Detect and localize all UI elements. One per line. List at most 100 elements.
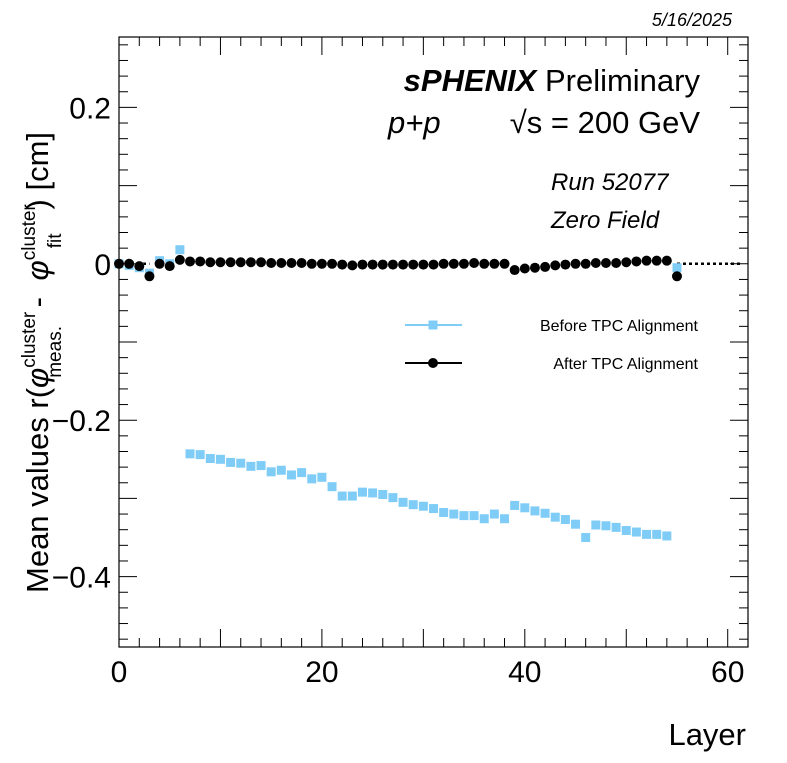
before-point [246, 461, 256, 471]
field-label: Zero Field [550, 207, 660, 234]
before-point [226, 457, 236, 467]
before-point [236, 458, 246, 468]
y-axis-title-suffix: ) [cm] [20, 132, 55, 210]
before-point [429, 504, 438, 514]
after-point [570, 258, 581, 269]
before-point [388, 493, 398, 503]
after-point [154, 258, 165, 269]
after-point [631, 256, 642, 267]
after-point [114, 258, 124, 269]
collision-label: p+p [387, 105, 441, 140]
y-axis-title: Mean values r(φcluster meas. - φcluster fi… [19, 132, 66, 593]
after-point [469, 258, 480, 269]
before-point [510, 500, 520, 510]
legend-label-after: After TPC Alignment [553, 356, 698, 373]
after-point [661, 255, 672, 266]
experiment-status: Preliminary [536, 63, 700, 98]
before-point [672, 263, 682, 273]
y-axis-title-sup-2: cluster [19, 204, 40, 261]
before-point [408, 500, 418, 510]
after-point [357, 259, 368, 270]
before-point [317, 472, 327, 482]
before-point [418, 501, 428, 511]
before-point [205, 454, 215, 464]
before-point [185, 449, 195, 459]
after-point [367, 259, 378, 270]
before-point [459, 511, 469, 521]
before-point [297, 468, 307, 478]
after-point [276, 258, 287, 269]
legend: Before TPC Alignment After TPC Alignment [405, 318, 699, 373]
before-point [530, 506, 540, 516]
after-point [124, 258, 135, 269]
after-point [337, 259, 348, 270]
energy-sqrt: √s [510, 105, 543, 140]
after-point [590, 258, 601, 269]
experiment-name: sPHENIX [404, 63, 539, 98]
after-point [387, 259, 398, 270]
before-point [571, 519, 581, 529]
after-point [428, 259, 439, 270]
after-point [408, 259, 419, 270]
after-point [144, 271, 155, 282]
y-axis-title-minus: - [20, 288, 55, 316]
before-point [276, 465, 286, 475]
before-point [439, 507, 449, 517]
after-point [479, 258, 490, 269]
after-point [215, 257, 226, 268]
before-point [357, 487, 367, 497]
after-point [529, 262, 540, 273]
before-point [378, 490, 388, 499]
before-point [601, 521, 611, 531]
after-point [580, 258, 591, 269]
x-axis-title: Layer [668, 717, 746, 752]
after-point [458, 258, 469, 269]
y-tick-label: −0.4 [52, 562, 111, 595]
after-point [266, 258, 277, 269]
before-point [621, 525, 631, 535]
axis-ticks [118, 37, 749, 647]
before-point [500, 514, 510, 524]
before-point [286, 470, 296, 480]
after-point [377, 259, 388, 270]
before-point [327, 482, 337, 492]
before-point [479, 514, 489, 524]
after-point [306, 258, 317, 269]
after-point [195, 256, 206, 267]
series-before-markers [114, 245, 682, 543]
after-point [448, 258, 459, 269]
y-axis-title-sub-1: meas. [45, 326, 66, 378]
after-point [134, 261, 145, 272]
y-tick-label: −0.2 [52, 405, 111, 438]
after-point [235, 257, 246, 268]
legend-label-before: Before TPC Alignment [540, 318, 699, 335]
after-point [499, 258, 510, 269]
y-axis-title-sub-2: fit [45, 233, 66, 249]
after-point [641, 255, 652, 266]
before-point [307, 474, 317, 484]
after-point [651, 255, 662, 266]
after-point [256, 257, 267, 268]
after-point [286, 258, 297, 269]
after-point [174, 254, 185, 265]
after-point [205, 257, 216, 268]
before-point [449, 509, 459, 519]
legend-marker-after [428, 358, 438, 368]
before-point [611, 522, 621, 532]
after-point [671, 271, 682, 282]
after-point [519, 263, 530, 274]
before-point [469, 511, 479, 521]
after-point [438, 258, 449, 269]
y-tick-label: 0.2 [69, 92, 111, 125]
x-tick-label: 20 [305, 656, 338, 689]
experiment-label: sPHENIX Preliminary [404, 63, 701, 98]
before-point [520, 503, 530, 513]
energy-label: √s = 200 GeV [510, 105, 701, 140]
x-tick-label: 0 [111, 656, 128, 689]
y-tick-label: 0 [94, 249, 111, 282]
before-point [266, 467, 276, 477]
after-point [347, 260, 358, 271]
y-axis-title-sup-1: cluster [19, 311, 40, 368]
after-point [185, 256, 196, 267]
